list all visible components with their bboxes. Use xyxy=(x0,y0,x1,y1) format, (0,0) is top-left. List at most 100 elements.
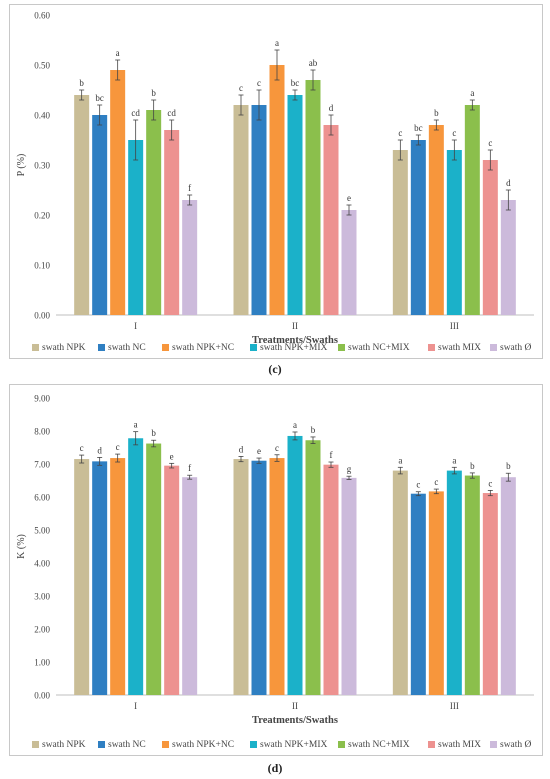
bar xyxy=(287,95,303,315)
bar xyxy=(482,493,498,695)
y-tick-label: 6.00 xyxy=(34,493,50,503)
y-tick-label: 3.00 xyxy=(34,592,50,602)
bar xyxy=(410,493,426,695)
significance-letter: a xyxy=(134,420,138,430)
y-tick-label: 2.00 xyxy=(34,625,50,635)
bar xyxy=(500,477,516,695)
bar xyxy=(323,464,339,695)
x-tick-label: III xyxy=(450,321,459,331)
bar xyxy=(305,80,321,315)
legend-swatch xyxy=(32,344,39,351)
chart-panel-d: 0.00 1.00 2.00 3.00 4.00 5.00 6.00 7.00 8.00 9.00… xyxy=(9,384,543,756)
chart-d: 0.00 1.00 2.00 3.00 4.00 5.00 6.00 7.00 8.00 9.00… xyxy=(16,394,534,750)
bar xyxy=(182,477,198,695)
significance-letter: e xyxy=(170,451,174,461)
y-tick-label: 8.00 xyxy=(34,427,50,437)
y-tick-label: 0.10 xyxy=(34,261,50,271)
caption-d: (d) xyxy=(267,761,283,775)
bar xyxy=(92,115,108,315)
x-tick-label: II xyxy=(292,701,298,711)
bar xyxy=(323,125,339,315)
significance-letter: c xyxy=(239,83,243,93)
y-tick-label: 5.00 xyxy=(34,526,50,536)
legend-swatch xyxy=(250,344,257,351)
significance-letter: b xyxy=(506,461,511,471)
legend-swatch xyxy=(490,741,497,748)
bar xyxy=(464,105,480,315)
legend-label: swath NPK+MIX xyxy=(260,343,328,353)
y-axis-title: K (%) xyxy=(16,534,27,559)
significance-letter: c xyxy=(452,128,456,138)
y-tick-label: 0.00 xyxy=(34,311,50,321)
bar xyxy=(164,130,180,315)
significance-letter: d xyxy=(97,445,102,455)
bar xyxy=(341,477,357,695)
x-axis-title: Treatments/Swaths xyxy=(252,335,338,346)
significance-letter: c xyxy=(488,478,492,488)
legend-label: swath Ø xyxy=(500,740,532,750)
legend-label: swath NPK+NC xyxy=(172,343,234,353)
bar xyxy=(341,210,357,315)
significance-letter: bc xyxy=(291,78,300,88)
significance-letter: bc xyxy=(414,123,423,133)
bar xyxy=(110,458,126,695)
significance-letter: c xyxy=(434,477,438,487)
bar xyxy=(287,435,303,695)
bar xyxy=(428,125,444,315)
bar xyxy=(233,105,249,315)
significance-letter: b xyxy=(79,78,84,88)
significance-letter: cd xyxy=(167,108,176,118)
significance-letter: a xyxy=(470,88,474,98)
y-tick-label: 9.00 xyxy=(34,394,50,404)
significance-letter: g xyxy=(347,464,352,474)
bar xyxy=(464,475,480,695)
bar xyxy=(305,440,321,695)
bar xyxy=(74,95,90,315)
bar xyxy=(269,458,285,695)
x-tick-label: II xyxy=(292,321,298,331)
significance-letter: c xyxy=(398,128,402,138)
significance-letter: d xyxy=(239,444,244,454)
x-tick-label: I xyxy=(134,321,137,331)
y-tick-label: 4.00 xyxy=(34,559,50,569)
bar xyxy=(251,105,267,315)
significance-letter: b xyxy=(151,88,156,98)
significance-letter: c xyxy=(80,443,84,453)
y-tick-label: 0.60 xyxy=(34,11,50,21)
legend-label: swath MIX xyxy=(438,343,481,353)
significance-letter: c xyxy=(416,480,420,490)
significance-letter: b xyxy=(151,428,156,438)
chart-c: 0.000.100.200.300.400.500.60bbcacdbcdfIc… xyxy=(16,11,534,353)
legend-label: swath NPK xyxy=(42,740,86,750)
bar xyxy=(446,150,462,315)
bar xyxy=(251,460,267,695)
bar xyxy=(269,65,285,315)
significance-letter: ab xyxy=(309,58,318,68)
significance-letter: a xyxy=(398,455,402,465)
significance-letter: f xyxy=(188,183,191,193)
significance-letter: a xyxy=(116,48,120,58)
x-tick-label: III xyxy=(450,701,459,711)
bar xyxy=(428,491,444,695)
bar xyxy=(92,461,108,695)
legend-swatch xyxy=(428,344,435,351)
legend-swatch xyxy=(32,741,39,748)
y-tick-label: 1.00 xyxy=(34,658,50,668)
y-tick-label: 0.00 xyxy=(34,691,50,701)
legend-label: swath MIX xyxy=(438,740,481,750)
significance-letter: a xyxy=(275,38,279,48)
y-tick-label: 0.20 xyxy=(34,211,50,221)
significance-letter: cd xyxy=(131,108,140,118)
legend-label: swath NPK+NC xyxy=(172,740,234,750)
legend-label: swath NC xyxy=(108,740,146,750)
legend-swatch xyxy=(98,741,105,748)
bar xyxy=(482,160,498,315)
significance-letter: a xyxy=(293,420,297,430)
significance-letter: f xyxy=(330,450,333,460)
y-tick-label: 0.50 xyxy=(34,61,50,71)
legend-label: swath NC+MIX xyxy=(348,740,410,750)
significance-letter: e xyxy=(257,446,261,456)
bar xyxy=(146,443,162,695)
bar xyxy=(233,459,249,695)
